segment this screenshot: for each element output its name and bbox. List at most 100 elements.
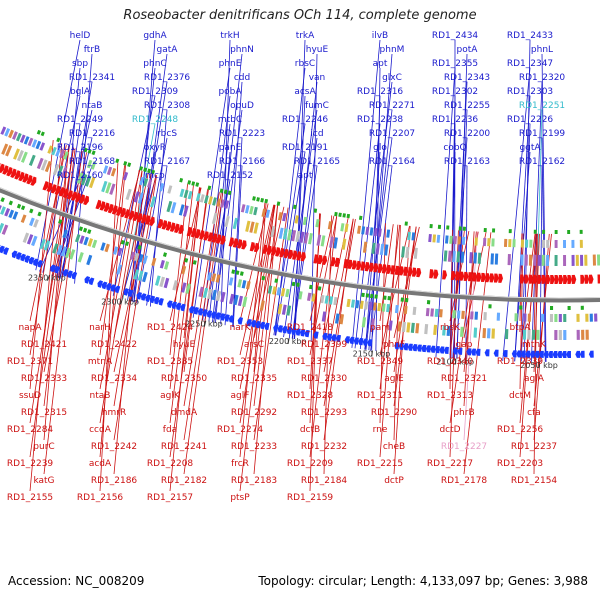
- feature-block: [545, 254, 550, 266]
- feature-arrow: [54, 266, 61, 274]
- feature-arrow: [588, 350, 594, 358]
- forward-gene-label: van: [309, 73, 326, 83]
- feature-block: [151, 257, 157, 267]
- feature-block: [379, 243, 385, 256]
- feature-block: [563, 313, 567, 322]
- forward-gene-label: RD1_2191: [282, 143, 328, 153]
- reverse-leader-line: [183, 189, 208, 373]
- forward-gene-label: RD1_2226: [507, 115, 554, 125]
- feature-block: [487, 238, 491, 247]
- feature-arrow: [169, 222, 176, 232]
- feature-block: [20, 151, 28, 163]
- reverse-gene-label: RD1_2315: [21, 408, 67, 418]
- feature-block: [531, 329, 536, 340]
- feature-arrow: [358, 337, 364, 346]
- feature-arrow: [466, 348, 472, 356]
- forward-leader-line: [435, 67, 456, 358]
- feature-block: [23, 136, 30, 145]
- forward-gene-label: RD1_2302: [432, 87, 478, 97]
- forward-leader-line: [541, 53, 547, 362]
- feature-block: [339, 314, 344, 325]
- feature-arrow: [558, 274, 564, 284]
- feature-arrow: [266, 245, 272, 255]
- feature-arrow: [416, 267, 422, 278]
- feature-arrow: [373, 263, 379, 273]
- feature-dot: [374, 294, 378, 299]
- feature-arrow: [144, 215, 151, 225]
- feature-block: [147, 179, 153, 188]
- feature-arrow: [575, 350, 581, 358]
- reverse-gene-label: narK: [230, 323, 252, 333]
- feature-arrow: [548, 350, 553, 358]
- feature-arrow: [455, 271, 460, 281]
- reverse-gene-label: pam: [370, 323, 390, 333]
- feature-dot: [231, 269, 236, 274]
- feature-block: [8, 209, 15, 219]
- reverse-gene-label: RD1_2159: [287, 493, 334, 503]
- feature-block: [558, 329, 562, 340]
- feature-dot: [219, 188, 224, 194]
- feature-arrow: [480, 272, 486, 283]
- feature-arrow: [206, 310, 213, 318]
- reverse-gene-label: dmdA: [171, 408, 198, 418]
- feature-block: [211, 212, 218, 225]
- feature-block: [187, 190, 193, 200]
- feature-arrow: [386, 264, 392, 275]
- forward-gene-label: panE: [219, 143, 242, 153]
- reverse-gene-label: fda: [163, 425, 177, 435]
- feature-block: [44, 160, 52, 173]
- feature-arrow: [33, 258, 39, 267]
- forward-gene-label: phnC: [143, 59, 166, 69]
- feature-arrow: [120, 207, 126, 218]
- reverse-gene-label: RD1_2399: [301, 340, 348, 350]
- reverse-gene-label: RD1_2242: [91, 442, 137, 452]
- feature-block: [585, 329, 589, 340]
- feature-arrow: [351, 260, 357, 270]
- feature-block: [563, 239, 567, 248]
- forward-gene-label: RD1_2199: [519, 129, 566, 139]
- feature-block: [525, 239, 529, 248]
- feature-block: [232, 217, 239, 230]
- feature-block: [39, 142, 46, 151]
- feature-block: [89, 176, 96, 189]
- feature-block: [208, 196, 213, 205]
- feature-arrow: [567, 274, 572, 284]
- feature-block: [276, 287, 281, 296]
- feature-dot: [223, 189, 228, 195]
- feature-dot: [179, 177, 184, 183]
- feature-arrow: [347, 259, 353, 269]
- feature-block: [368, 301, 373, 311]
- feature-arrow: [3, 247, 10, 255]
- feature-arrow: [330, 257, 336, 267]
- feature-dot: [313, 208, 318, 213]
- feature-block: [228, 277, 234, 286]
- feature-arrow: [296, 251, 302, 261]
- feature-arrow: [343, 258, 349, 269]
- forward-leader-line: [112, 95, 156, 296]
- reverse-gene-label: RD1_2335: [231, 374, 277, 384]
- feature-arrow: [50, 264, 56, 273]
- feature-block: [278, 227, 284, 239]
- feature-arrow: [519, 274, 525, 284]
- feature-block: [430, 308, 434, 317]
- feature-block: [474, 311, 479, 320]
- feature-block: [109, 183, 116, 195]
- reverse-gene-label: RD1_2334: [91, 374, 138, 384]
- feature-dot: [115, 158, 120, 164]
- reverse-gene-label: acdA: [89, 459, 112, 469]
- feature-dot: [429, 223, 433, 229]
- feature-block: [159, 276, 165, 288]
- feature-block: [563, 254, 567, 266]
- feature-dot: [291, 281, 296, 287]
- feature-arrow: [97, 280, 104, 288]
- forward-leader-line: [539, 165, 543, 362]
- feature-block: [86, 159, 93, 169]
- feature-block: [265, 209, 271, 218]
- feature-arrow: [24, 255, 31, 263]
- feature-arrow: [50, 184, 57, 194]
- feature-arrow: [463, 271, 469, 282]
- feature-block: [8, 129, 14, 139]
- feature-arrow: [277, 325, 283, 333]
- feature-block: [303, 232, 309, 244]
- feature-block: [216, 198, 222, 207]
